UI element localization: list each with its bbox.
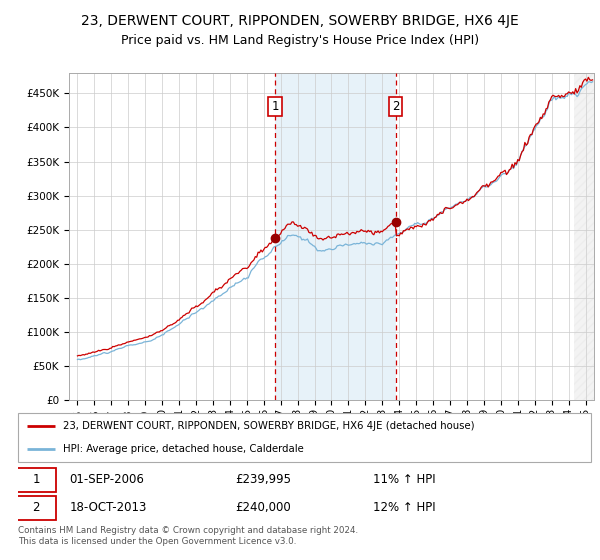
Text: 2: 2	[32, 501, 40, 515]
Text: 1: 1	[271, 100, 279, 114]
Text: 2: 2	[392, 100, 400, 114]
Text: Price paid vs. HM Land Registry's House Price Index (HPI): Price paid vs. HM Land Registry's House …	[121, 34, 479, 46]
Text: HPI: Average price, detached house, Calderdale: HPI: Average price, detached house, Cald…	[62, 444, 304, 454]
Text: 11% ↑ HPI: 11% ↑ HPI	[373, 473, 436, 487]
Bar	[275, 73, 395, 400]
Bar	[574, 73, 594, 400]
Text: Contains HM Land Registry data © Crown copyright and database right 2024.
This d: Contains HM Land Registry data © Crown c…	[18, 526, 358, 546]
FancyBboxPatch shape	[17, 468, 56, 492]
Text: 01-SEP-2006: 01-SEP-2006	[70, 473, 145, 487]
Text: 23, DERWENT COURT, RIPPONDEN, SOWERBY BRIDGE, HX6 4JE (detached house): 23, DERWENT COURT, RIPPONDEN, SOWERBY BR…	[62, 421, 475, 431]
Text: 1: 1	[32, 473, 40, 487]
Bar	[574, 73, 594, 400]
Text: £240,000: £240,000	[236, 501, 292, 515]
FancyBboxPatch shape	[17, 496, 56, 520]
Text: £239,995: £239,995	[236, 473, 292, 487]
FancyBboxPatch shape	[18, 413, 591, 462]
Text: 18-OCT-2013: 18-OCT-2013	[70, 501, 147, 515]
Text: 12% ↑ HPI: 12% ↑ HPI	[373, 501, 436, 515]
Text: 23, DERWENT COURT, RIPPONDEN, SOWERBY BRIDGE, HX6 4JE: 23, DERWENT COURT, RIPPONDEN, SOWERBY BR…	[81, 14, 519, 28]
